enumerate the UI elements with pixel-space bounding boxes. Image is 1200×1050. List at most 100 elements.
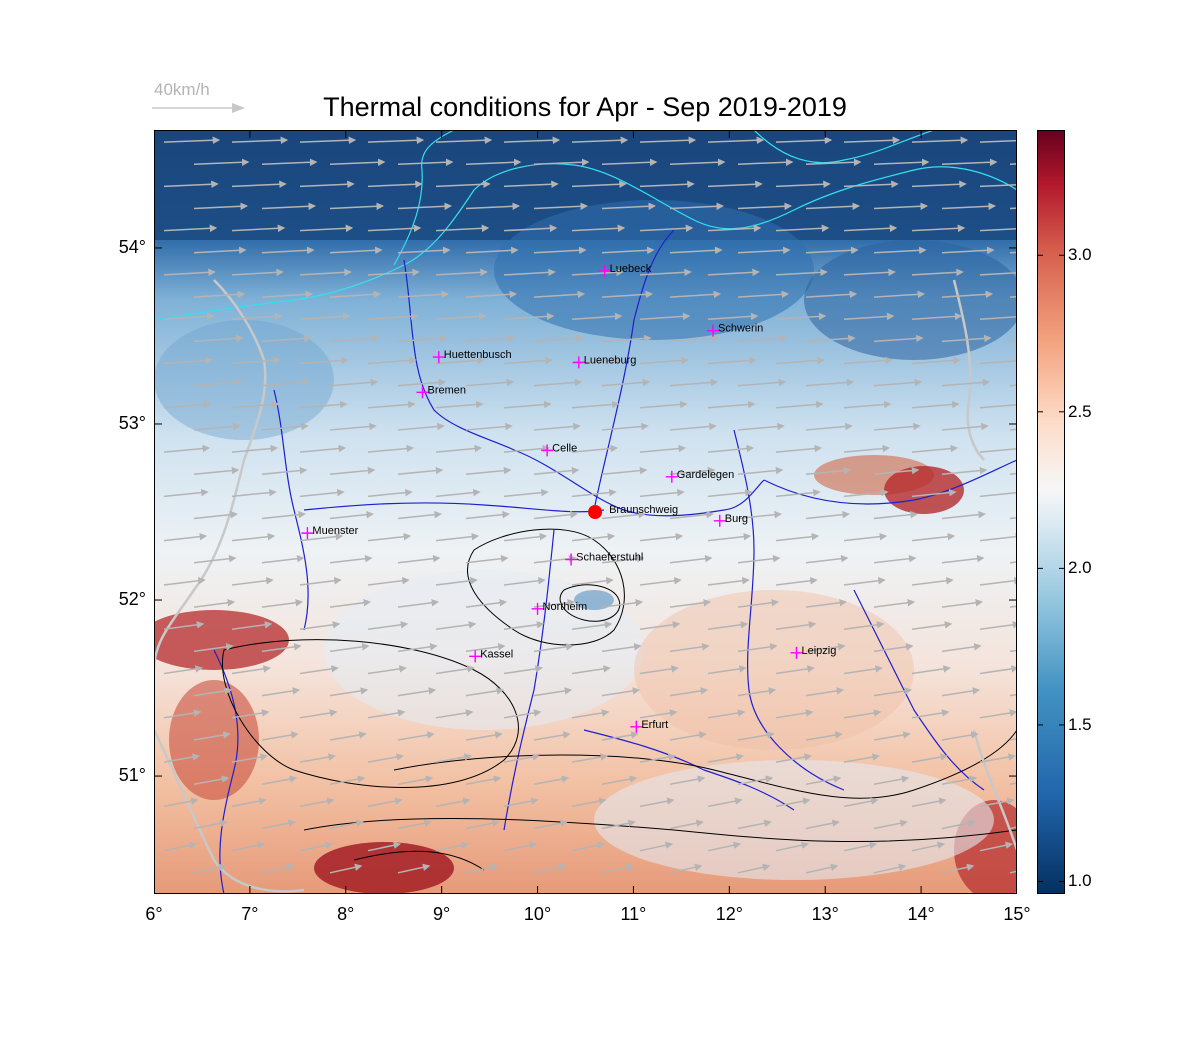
wind-arrow (941, 687, 981, 697)
wind-arrow (911, 797, 947, 808)
wind-arrow (465, 731, 503, 741)
wind-arrow (979, 316, 1017, 320)
wind-arrow (571, 841, 606, 852)
wind-arrow (193, 422, 241, 431)
wind-arrow (435, 797, 471, 808)
wind-arrow (299, 444, 347, 453)
wind-arrow (261, 599, 304, 608)
wind-arrow (193, 687, 233, 697)
wind-arrow (707, 400, 756, 409)
wind-arrow (843, 400, 892, 409)
wind-arrow (843, 444, 891, 453)
wind-arrow (329, 510, 374, 520)
wind-arrow (639, 356, 689, 365)
wind-arrow (533, 290, 586, 299)
wind-arrow (911, 356, 961, 365)
wind-arrow (979, 488, 1017, 498)
wind-arrow (367, 180, 423, 189)
city-marker (572, 356, 585, 369)
wind-arrow (163, 577, 206, 586)
wind-arrow (533, 863, 567, 874)
wind-arrow (571, 444, 619, 453)
wind-arrow (193, 378, 243, 387)
wind-arrow (435, 488, 481, 498)
wind-arrow (231, 224, 286, 233)
wind-arrow (843, 621, 885, 630)
wind-arrow (231, 180, 287, 189)
wind-arrow (1009, 870, 1017, 874)
wind-arrow (843, 268, 896, 277)
wind-arrow (329, 819, 364, 830)
wind-arrow (941, 819, 976, 830)
wind-arrow (533, 775, 570, 785)
wind-arrow (805, 863, 839, 874)
wind-arrow (979, 447, 1017, 453)
wind-arrow (435, 753, 472, 763)
x-tick-label: 7° (241, 904, 259, 924)
wind-arrow (193, 466, 240, 475)
wind-arrow (805, 334, 856, 343)
city-marker (416, 386, 429, 399)
wind-arrow (193, 290, 246, 299)
wind-arrow (367, 268, 420, 277)
wind-arrow (707, 753, 744, 763)
city-label: Muenster (312, 525, 358, 537)
wind-arrow (979, 403, 1017, 409)
wind-arrow (805, 158, 862, 166)
wind-arrow (261, 334, 312, 343)
wind-arrow (941, 334, 992, 343)
wind-arrow (435, 665, 475, 675)
x-tick-label: 11° (620, 904, 647, 924)
wind-arrow (435, 709, 474, 719)
wind-arrow (329, 378, 379, 387)
wind-arrow (465, 246, 519, 255)
wind-arrow (1009, 782, 1017, 785)
wind-arrow (571, 488, 617, 498)
colorbar-tick-label: 2.0 (1068, 558, 1092, 578)
wind-arrow (601, 290, 654, 299)
wind-arrow (639, 312, 691, 321)
wind-arrow (737, 378, 787, 387)
wind-arrow (435, 841, 470, 852)
wind-arrow (873, 378, 923, 387)
wind-arrow (571, 665, 611, 675)
wind-arrow (465, 775, 502, 785)
wind-arrow (465, 158, 522, 166)
wind-arrow (571, 400, 620, 409)
wind-arrow (669, 687, 709, 697)
wind-arrow (911, 268, 964, 277)
wind-arrow (669, 863, 703, 874)
wind-arrow (367, 665, 407, 675)
wind-arrow (465, 334, 516, 343)
wind-arrow (941, 378, 991, 387)
wind-arrow (775, 753, 812, 763)
wind-arrow (503, 797, 539, 808)
wind-arrow (465, 819, 500, 830)
wind-arrow (465, 378, 515, 387)
wind-arrow (397, 510, 442, 520)
wind-arrow (775, 444, 823, 453)
wind-arrow (329, 290, 382, 299)
wind-arrow (329, 643, 370, 653)
wind-arrow (805, 599, 848, 608)
wind-arrow (533, 510, 578, 520)
wind-arrow (299, 136, 357, 144)
colorbar-tick-label: 1.5 (1068, 714, 1092, 734)
wind-arrow (601, 510, 646, 520)
wind-arrow (873, 599, 916, 608)
wind-arrow (261, 202, 317, 211)
wind-arrow (843, 532, 888, 542)
wind-arrow (503, 532, 548, 542)
wind-arrow (465, 466, 512, 475)
wind-arrow (163, 312, 215, 321)
wind-arrow (805, 731, 843, 741)
wind-arrow (669, 599, 712, 608)
wind-arrow (435, 400, 484, 409)
wind-arrow (163, 400, 212, 409)
wind-arrow (533, 819, 568, 830)
wind-arrow (775, 268, 828, 277)
wind-arrow (231, 488, 277, 498)
wind-arrow (639, 665, 679, 675)
wind-arrow (163, 488, 209, 498)
wind-arrow (941, 775, 978, 785)
